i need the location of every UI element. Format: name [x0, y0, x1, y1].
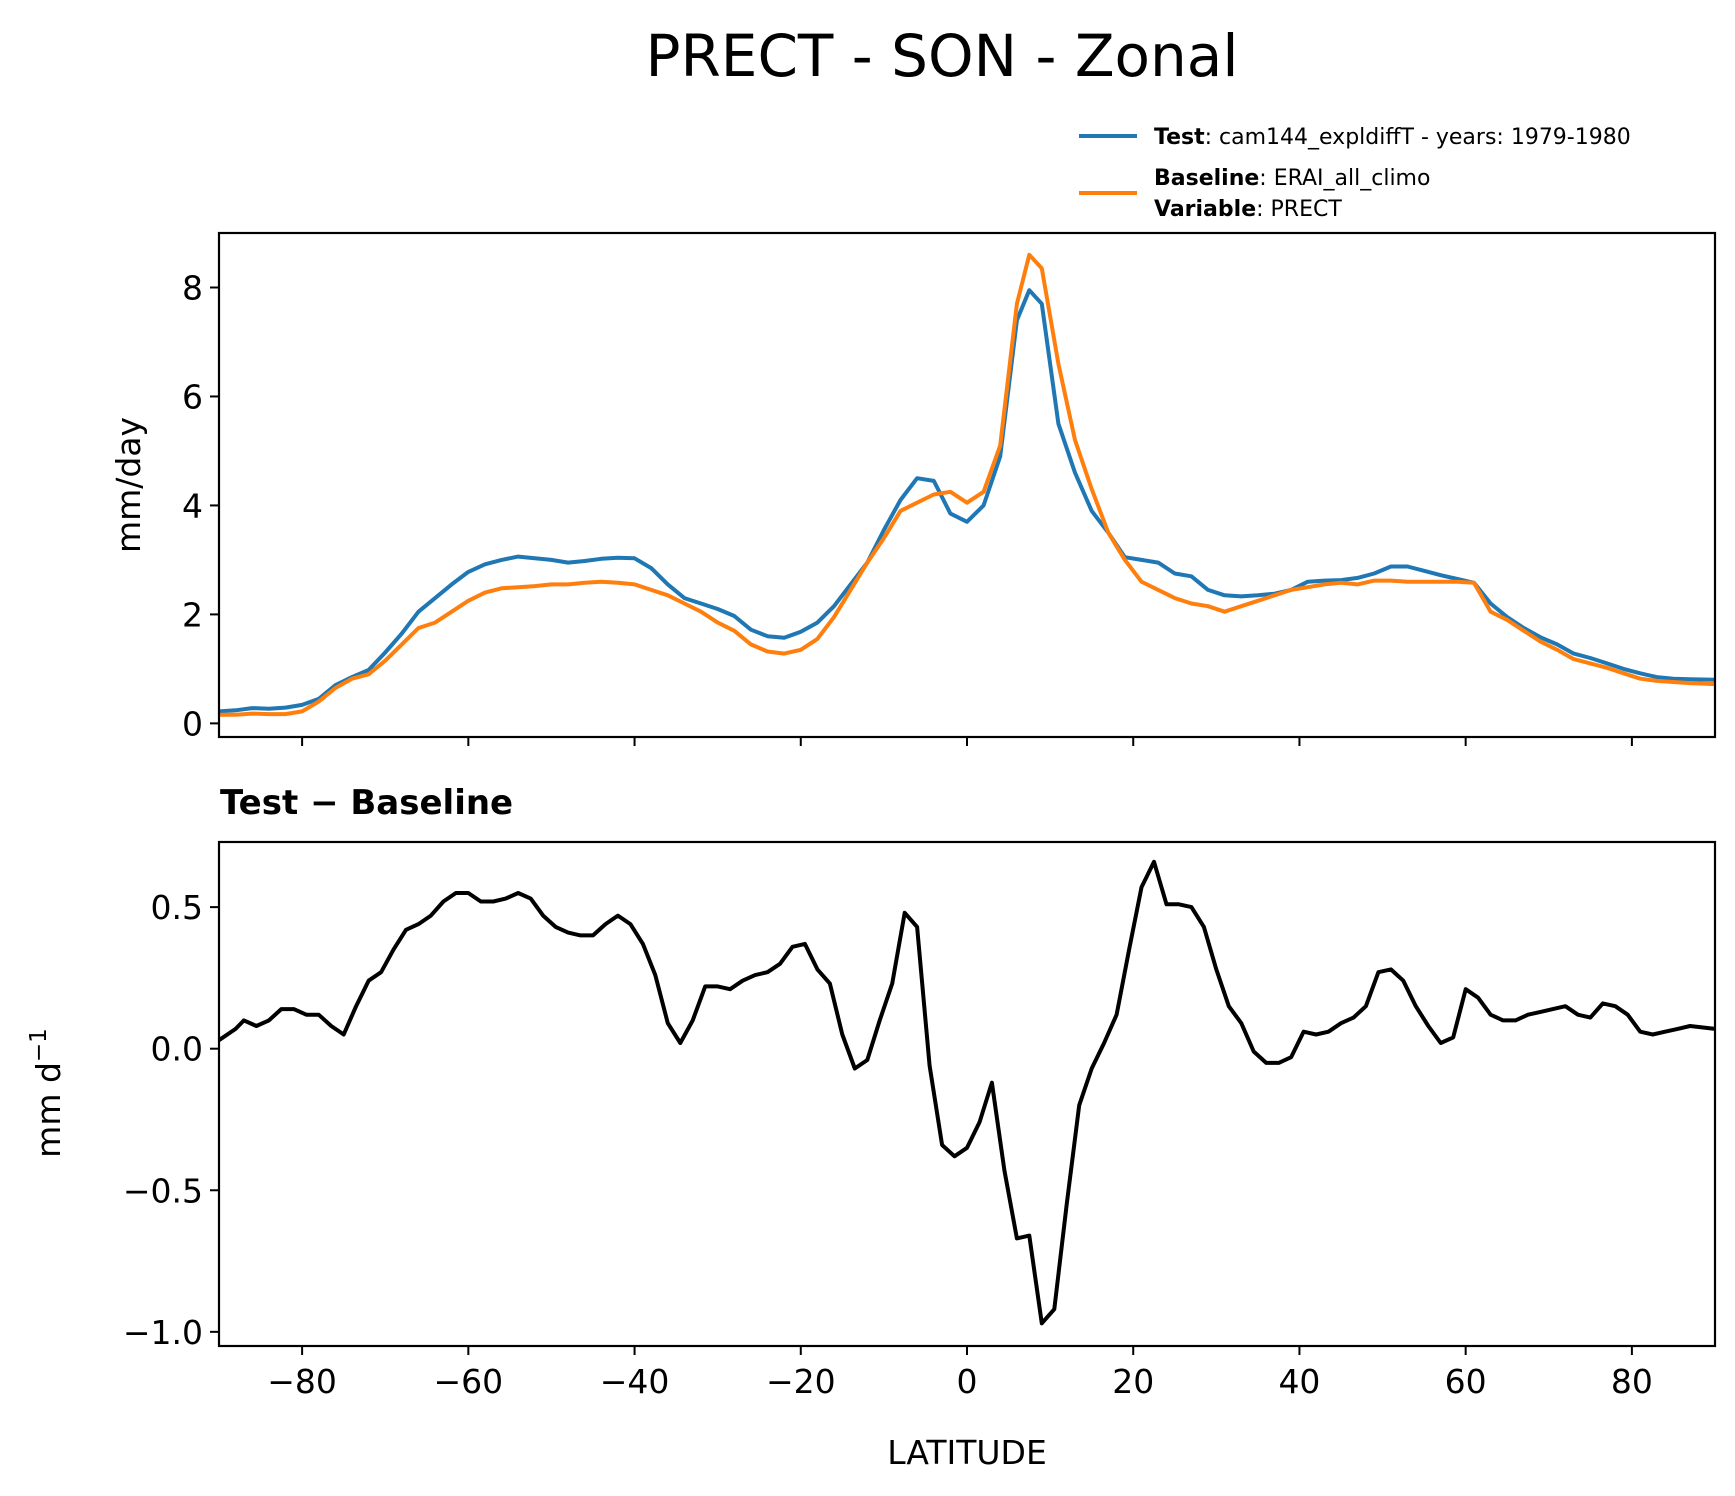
legend-baseline-text: : ERAI_all_climo — [1259, 166, 1430, 191]
top-x-ticks — [301, 737, 1633, 746]
legend-variable-text: : PRECT — [1256, 197, 1342, 222]
bottom-lines — [217, 859, 1716, 1326]
top-series-baseline — [219, 252, 1716, 717]
bottom-x-tick-label: −60 — [434, 1362, 504, 1401]
legend-test-entry: Test: cam144_expldiffT - years: 1979-198… — [1154, 125, 1631, 150]
bottom-x-ticks: −80 −60 −40 −20 0 20 40 60 80 — [267, 1346, 1653, 1401]
top-series-test — [218, 288, 1716, 714]
bottom-panel: Test − Baseline mm d−1 LATITUDE −1.0 −0.5… — [26, 783, 1717, 1472]
top-y-tick-label: 8 — [182, 268, 203, 307]
bottom-y-tick-label: −0.5 — [123, 1171, 203, 1210]
top-ylabel: mm/day — [109, 417, 148, 553]
top-panel: mm/day 0 2 4 6 8 — [109, 231, 1717, 746]
bottom-axes-frame — [217, 840, 1717, 1348]
bottom-y-ticks: −1.0 −0.5 0.0 0.5 — [123, 888, 219, 1352]
legend-baseline-entry: Baseline: ERAI_all_climo — [1154, 166, 1430, 191]
bottom-xlabel: LATITUDE — [887, 1433, 1047, 1472]
legend-variable-label: Variable — [1154, 197, 1256, 222]
bottom-x-tick-label: −40 — [600, 1362, 670, 1401]
legend-test-label: Test — [1154, 125, 1205, 150]
bottom-y-tick-label: 0.0 — [151, 1030, 203, 1069]
legend-variable-entry: Variable: PRECT — [1154, 197, 1342, 222]
bottom-ylabel: mm d−1 — [26, 1028, 68, 1158]
legend-baseline-label: Baseline — [1154, 166, 1259, 191]
bottom-ylabel-sup: −1 — [26, 1028, 52, 1062]
top-lines — [218, 252, 1716, 717]
bottom-x-tick-label: −20 — [766, 1362, 836, 1401]
bottom-x-tick-label: 20 — [1112, 1362, 1154, 1401]
bottom-ylabel-main: mm d — [29, 1062, 68, 1158]
top-y-ticks: 0 2 4 6 8 — [182, 268, 219, 743]
bottom-panel-title: Test − Baseline — [220, 783, 513, 823]
bottom-y-tick-label: 0.5 — [151, 888, 203, 927]
legend-test-text: : cam144_expldiffT - years: 1979-1980 — [1205, 125, 1631, 150]
bottom-x-tick-label: 0 — [957, 1362, 978, 1401]
bottom-y-tick-label: −1.0 — [123, 1313, 203, 1352]
bottom-x-tick-label: 80 — [1611, 1362, 1653, 1401]
top-y-tick-label: 6 — [182, 377, 203, 416]
bottom-x-tick-label: 40 — [1278, 1362, 1320, 1401]
bottom-series-test-baseline — [217, 859, 1716, 1326]
top-axes-frame — [217, 231, 1717, 739]
figure-title: PRECT - SON - Zonal — [646, 22, 1239, 90]
legend: Test: cam144_expldiffT - years: 1979-198… — [1079, 125, 1631, 222]
top-y-tick-label: 2 — [182, 595, 203, 634]
top-y-tick-label: 4 — [182, 486, 203, 525]
bottom-x-tick-label: −80 — [267, 1362, 337, 1401]
top-y-tick-label: 0 — [182, 704, 203, 743]
bottom-x-tick-label: 60 — [1445, 1362, 1487, 1401]
